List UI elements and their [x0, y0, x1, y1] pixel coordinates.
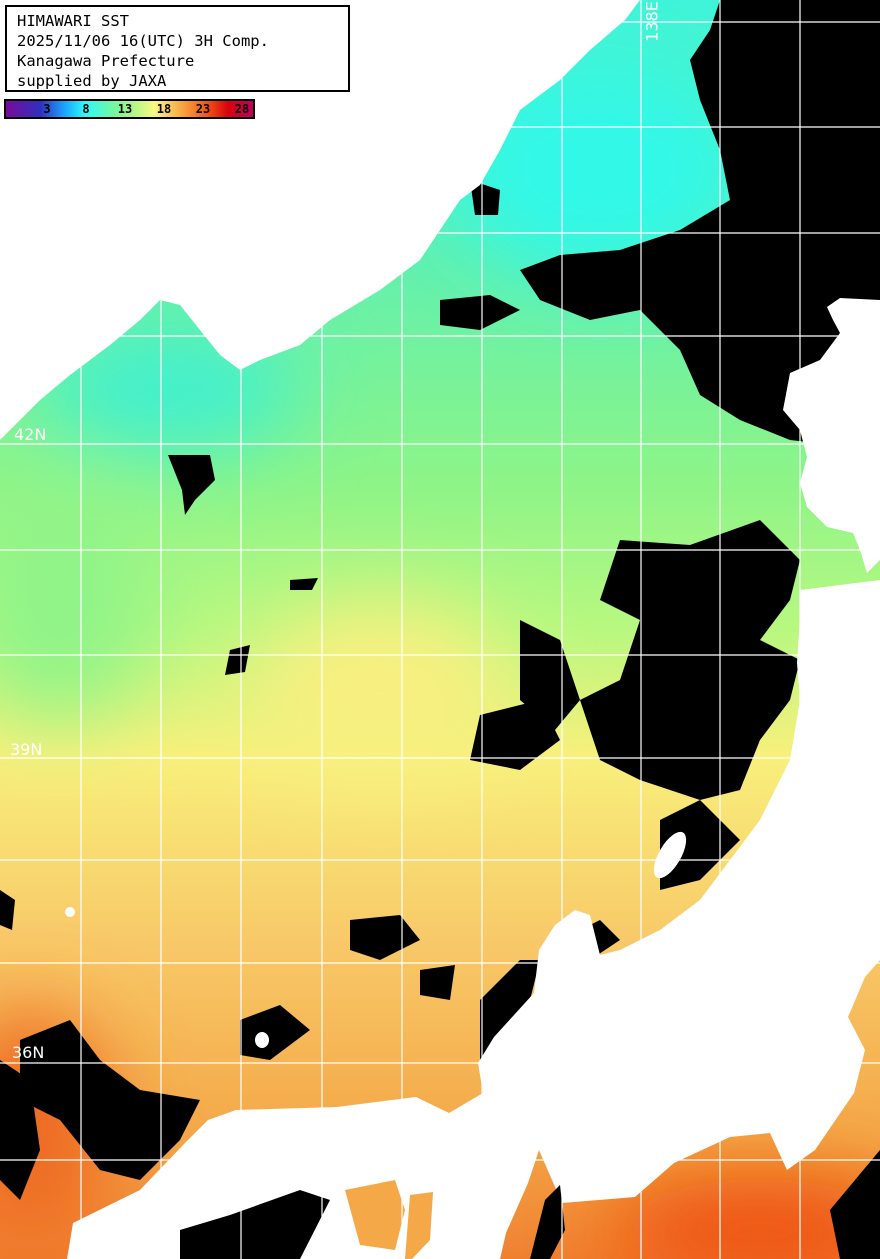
- title-region: Kanagawa Prefecture: [17, 52, 195, 70]
- lon-label-138e: 138E: [642, 1, 662, 42]
- lat-label-42n: 42N: [14, 425, 47, 444]
- colorbar-tick: 18: [156, 102, 172, 116]
- temperature-colorbar: 3 8 13 18 23 28: [4, 99, 255, 119]
- cloud-mask: [0, 0, 880, 1200]
- title-product: HIMAWARI SST: [17, 12, 129, 30]
- title-datetime: 2025/11/06 16(UTC) 3H Comp.: [17, 32, 269, 50]
- lat-label-36n: 36N: [12, 1043, 45, 1062]
- southern-islands: [180, 1150, 880, 1259]
- lat-label-39n: 39N: [10, 740, 43, 759]
- title-box: HIMAWARI SST 2025/11/06 16(UTC) 3H Comp.…: [5, 5, 350, 92]
- sado-island: [653, 831, 687, 879]
- colorbar-tick: 13: [117, 102, 133, 116]
- colorbar-tick: 8: [82, 102, 90, 116]
- japan-honshu: [67, 298, 880, 1259]
- colorbar-tick: 3: [43, 102, 51, 116]
- colorbar-tick: 28: [234, 102, 250, 116]
- colorbar-tick: 23: [195, 102, 211, 116]
- title-credit: supplied by JAXA: [17, 72, 167, 90]
